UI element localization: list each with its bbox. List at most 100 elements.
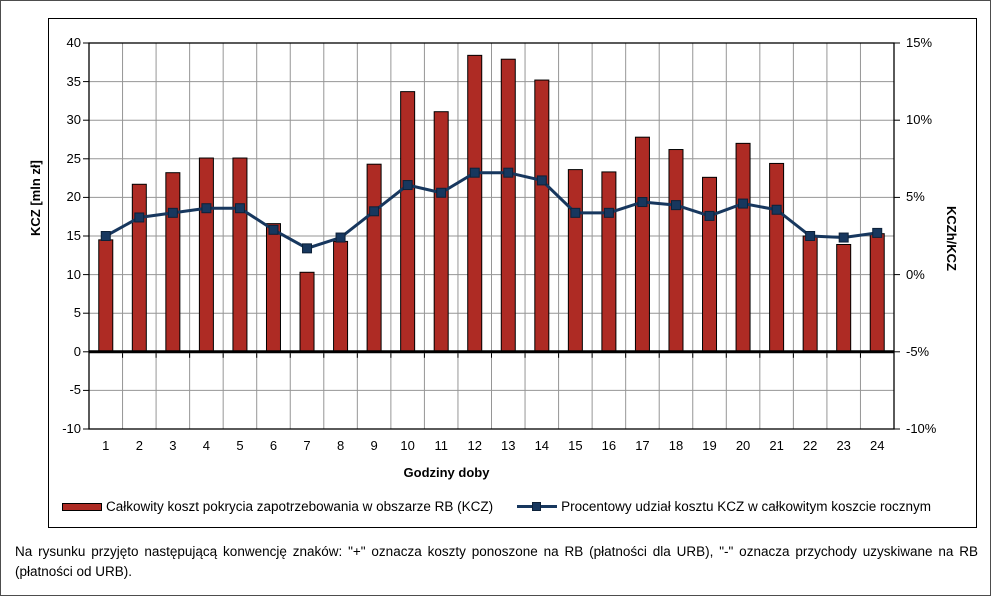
line-series-swatch-icon xyxy=(517,501,558,512)
line-marker-hour-14 xyxy=(536,175,547,186)
x-axis-tick-label: 4 xyxy=(202,438,210,453)
x-axis-tick-label: 15 xyxy=(568,438,583,453)
x-axis-tick-label: 3 xyxy=(169,438,177,453)
x-axis-tick-label: 10 xyxy=(400,438,415,453)
line-marker-hour-6 xyxy=(268,224,279,235)
percent-line xyxy=(105,171,878,250)
bar-hour-5 xyxy=(232,157,248,353)
x-axis-tick-label: 23 xyxy=(836,438,851,453)
y-axis-left-tick-label: 15 xyxy=(66,228,81,243)
y-axis-right-tick-label: 15% xyxy=(906,35,933,50)
legend-item-bar-series: Całkowity koszt pokrycia zapotrzebowania… xyxy=(62,499,493,514)
line-marker-hour-16 xyxy=(603,207,614,218)
y-axis-title-right: KCZh/KCZ xyxy=(944,206,959,271)
chart-legend: Całkowity koszt pokrycia zapotrzebowania… xyxy=(1,499,990,514)
figure-caption: Na rysunku przyjęto następującą konwencj… xyxy=(15,544,978,579)
x-axis-tick-label: 1 xyxy=(102,438,110,453)
line-marker-hour-19 xyxy=(704,210,715,221)
y-axis-left-tick-label: 25 xyxy=(66,150,81,166)
bar-hour-3 xyxy=(165,172,181,353)
x-axis-tick-label: 9 xyxy=(370,438,378,453)
bar-hour-21 xyxy=(769,162,785,353)
legend-label-bar-series: Całkowity koszt pokrycia zapotrzebowania… xyxy=(106,499,494,514)
bar-hour-14 xyxy=(534,79,550,353)
line-marker-hour-2 xyxy=(134,212,145,223)
x-axis-tick-label: 6 xyxy=(269,438,278,453)
line-marker-hour-24 xyxy=(872,227,883,238)
x-axis-tick-label: 20 xyxy=(735,438,751,453)
bar-hour-22 xyxy=(802,235,818,353)
y-axis-title-left: KCZ [mln zł] xyxy=(28,160,43,236)
chart-plot-area xyxy=(83,42,900,430)
bar-hour-13 xyxy=(500,58,516,353)
y-axis-right-tick-label: 5% xyxy=(906,189,925,205)
bar-hour-11 xyxy=(433,111,449,353)
x-axis-tick-label: 19 xyxy=(702,438,717,453)
line-marker-hour-3 xyxy=(167,207,178,218)
line-marker-hour-10 xyxy=(402,180,413,191)
bar-hour-9 xyxy=(366,163,382,353)
x-axis-tick-label: 17 xyxy=(635,438,650,453)
line-marker-hour-12 xyxy=(469,167,480,178)
y-axis-right-tick-label: -5% xyxy=(906,343,930,359)
x-axis-tick-label: 21 xyxy=(769,438,784,453)
line-marker-hour-21 xyxy=(771,204,782,215)
y-axis-left-tick-label: 10 xyxy=(66,266,81,282)
line-marker-hour-15 xyxy=(570,207,581,218)
y-axis-left-tick-label: -10 xyxy=(62,421,81,436)
line-marker-hour-23 xyxy=(838,232,849,243)
bar-hour-7 xyxy=(299,271,315,353)
x-axis-tick-label: 16 xyxy=(601,438,617,453)
bar-hour-6 xyxy=(265,223,281,353)
line-marker-hour-5 xyxy=(234,203,245,214)
line-marker-hour-20 xyxy=(738,198,749,209)
x-axis-tick-label: 11 xyxy=(434,438,448,453)
bar-hour-4 xyxy=(198,157,214,353)
bar-hour-18 xyxy=(668,149,684,353)
x-axis-tick-label: 12 xyxy=(467,438,482,453)
bar-hour-15 xyxy=(567,169,583,353)
x-axis-tick-label: 5 xyxy=(236,438,244,453)
bar-hour-1 xyxy=(98,239,114,353)
line-marker-hour-8 xyxy=(335,232,346,243)
bar-hour-16 xyxy=(601,171,617,353)
y-axis-left-tick-label: 20 xyxy=(66,189,81,205)
bar-hour-8 xyxy=(333,240,349,353)
y-axis-left-tick-label: 40 xyxy=(66,35,81,50)
bar-hour-20 xyxy=(735,142,751,353)
legend-item-line-series: Procentowy udział kosztu KCZ w całkowity… xyxy=(517,499,931,514)
bar-hour-10 xyxy=(400,91,416,353)
y-axis-left-tick-label: 5 xyxy=(73,305,81,321)
legend-label-line-series: Procentowy udział kosztu KCZ w całkowity… xyxy=(561,499,931,514)
y-axis-right-tick-label: 10% xyxy=(906,112,933,128)
line-marker-hour-7 xyxy=(302,243,313,254)
y-axis-left-tick-label: 35 xyxy=(66,73,81,89)
y-axis-right-tick-label: -10% xyxy=(906,421,937,436)
line-marker-hour-11 xyxy=(436,187,447,198)
x-axis-tick-label: 24 xyxy=(869,438,885,453)
bar-series-swatch-icon xyxy=(62,502,102,511)
line-marker-hour-22 xyxy=(805,231,816,241)
x-axis-tick-label: 18 xyxy=(668,438,684,453)
y-axis-left-tick-label: 0 xyxy=(73,343,81,359)
bar-hour-2 xyxy=(131,183,147,353)
y-axis-left-tick-label: 30 xyxy=(66,112,81,128)
x-axis-title: Godziny doby xyxy=(403,465,490,480)
y-axis-left-tick-label: -5 xyxy=(69,382,81,398)
line-marker-hour-9 xyxy=(369,206,380,217)
line-marker-hour-17 xyxy=(637,197,648,208)
bar-hour-17 xyxy=(634,136,650,353)
bar-hour-12 xyxy=(467,54,483,353)
line-marker-hour-13 xyxy=(503,167,514,178)
x-axis-tick-label: 7 xyxy=(303,438,311,453)
bar-hour-19 xyxy=(702,176,718,353)
line-marker-hour-4 xyxy=(201,203,212,214)
bar-hour-23 xyxy=(836,243,852,353)
bar-hour-24 xyxy=(869,233,885,353)
x-axis-tick-label: 13 xyxy=(501,438,516,453)
line-marker-hour-1 xyxy=(100,231,111,241)
x-axis-tick-label: 8 xyxy=(336,438,345,453)
y-axis-right-tick-label: 0% xyxy=(906,266,925,282)
x-axis-tick-label: 2 xyxy=(135,438,143,453)
